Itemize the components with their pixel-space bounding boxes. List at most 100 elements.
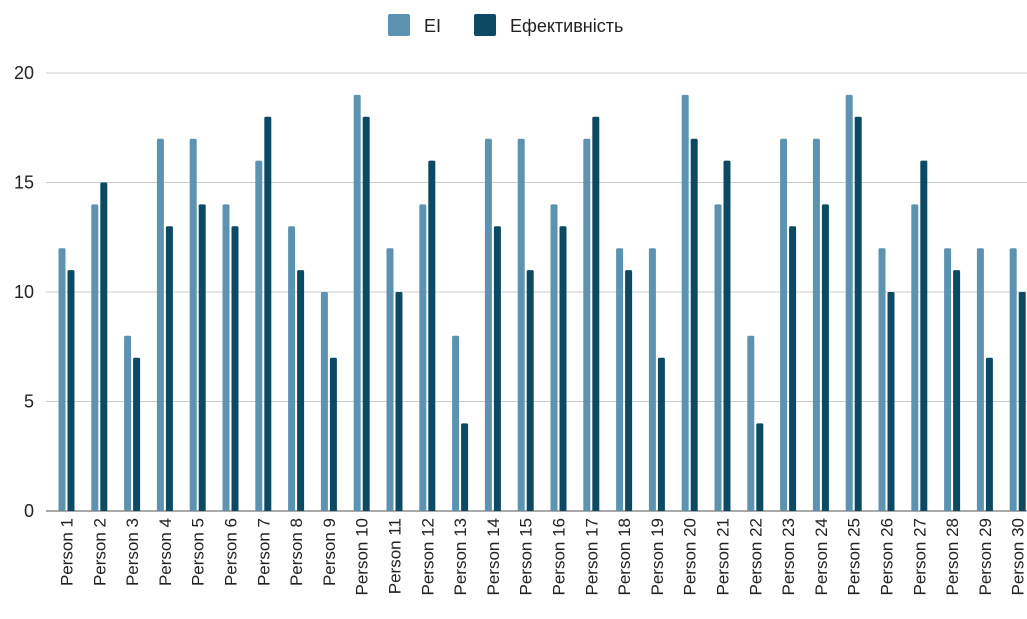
x-tick-label: Person 5 (189, 518, 208, 586)
x-axis-ticks: Person 1 Person 2 Person 3 Person 4 Person 5… (58, 518, 1027, 596)
bar-efektyvnist-25 (854, 116, 862, 512)
bar-efektyvnist-10 (362, 116, 370, 512)
legend-swatch (388, 14, 410, 36)
x-tick-label: Person 12 (418, 518, 437, 596)
x-tick-label: Person 17 (582, 518, 601, 596)
y-tick-label: 5 (24, 392, 34, 412)
bar-ei-2 (91, 204, 99, 511)
bar-ei-10 (353, 94, 361, 512)
bar-ei-17 (583, 138, 591, 511)
y-tick-label: 20 (14, 63, 34, 83)
bar-efektyvnist-3 (133, 357, 141, 511)
bar-efektyvnist-28 (953, 270, 961, 511)
x-tick-label: Person 7 (254, 518, 273, 586)
bar-efektyvnist-16 (559, 226, 567, 512)
legend-label: Ефективність (510, 16, 623, 36)
x-tick-label: Person 28 (943, 518, 962, 596)
x-tick-label: Person 24 (812, 518, 831, 596)
x-tick-label: Person 6 (222, 518, 241, 586)
bar-efektyvnist-23 (789, 226, 797, 512)
x-tick-label: Person 15 (517, 518, 536, 596)
bar-ei-24 (812, 138, 820, 511)
bar-ei-29 (976, 248, 984, 511)
bar-efektyvnist-22 (756, 423, 764, 511)
bar-efektyvnist-7 (264, 116, 272, 512)
x-tick-label: Person 25 (845, 518, 864, 596)
x-tick-label: Person 22 (746, 518, 765, 596)
x-tick-label: Person 10 (353, 518, 372, 596)
bar-efektyvnist-20 (690, 138, 698, 511)
bar-efektyvnist-30 (1018, 292, 1026, 511)
y-tick-label: 0 (24, 501, 34, 521)
bar-efektyvnist-26 (887, 292, 895, 511)
bar-ei-26 (878, 248, 886, 511)
y-tick-label: 15 (14, 173, 34, 193)
bar-ei-13 (452, 335, 460, 511)
bar-ei-27 (911, 204, 919, 511)
x-tick-label: Person 8 (287, 518, 306, 586)
x-tick-label: Person 16 (550, 518, 569, 596)
x-tick-label: Person 18 (615, 518, 634, 596)
bar-ei-6 (222, 204, 230, 511)
bar-ei-14 (484, 138, 492, 511)
bar-efektyvnist-11 (395, 292, 403, 511)
bar-ei-12 (419, 204, 427, 511)
x-tick-label: Person 3 (123, 518, 142, 586)
bar-efektyvnist-29 (985, 357, 993, 511)
bar-efektyvnist-12 (428, 160, 436, 511)
x-tick-label: Person 19 (648, 518, 667, 596)
bar-efektyvnist-18 (625, 270, 633, 511)
bar-efektyvnist-24 (821, 204, 829, 511)
x-tick-label: Person 11 (386, 518, 405, 594)
legend-item-1: Ефективність (474, 14, 623, 36)
x-tick-label: Person 27 (910, 518, 929, 596)
bar-ei-4 (156, 138, 164, 511)
x-tick-label: Person 23 (779, 518, 798, 596)
y-tick-label: 10 (14, 282, 34, 302)
bar-ei-3 (124, 335, 132, 511)
bar-ei-16 (550, 204, 558, 511)
bar-ei-11 (386, 248, 394, 511)
bar-efektyvnist-27 (920, 160, 928, 511)
bar-ei-8 (288, 226, 296, 512)
bar-efektyvnist-9 (329, 357, 337, 511)
bar-ei-23 (780, 138, 788, 511)
bar-efektyvnist-13 (461, 423, 469, 511)
x-tick-label: Person 13 (451, 518, 470, 596)
bar-ei-7 (255, 160, 263, 511)
x-tick-label: Person 30 (1009, 518, 1027, 596)
bar-efektyvnist-8 (297, 270, 305, 511)
bar-efektyvnist-15 (526, 270, 534, 511)
bar-ei-22 (747, 335, 755, 511)
series-0 (58, 94, 1017, 512)
x-tick-label: Person 21 (714, 518, 733, 596)
bar-ei-28 (944, 248, 952, 511)
bar-efektyvnist-14 (493, 226, 501, 512)
x-tick-label: Person 1 (58, 518, 77, 586)
bar-ei-30 (1009, 248, 1017, 511)
x-tick-label: Person 29 (976, 518, 995, 596)
bar-ei-1 (58, 248, 66, 511)
bars (58, 94, 1026, 512)
legend-swatch (474, 14, 496, 36)
x-tick-label: Person 14 (484, 518, 503, 596)
bar-efektyvnist-6 (231, 226, 239, 512)
legend-item-0: EI (388, 14, 441, 36)
bar-ei-9 (320, 292, 328, 511)
x-tick-label: Person 2 (90, 518, 109, 586)
gridlines (46, 72, 1027, 512)
bar-efektyvnist-1 (67, 270, 75, 511)
bar-efektyvnist-17 (592, 116, 600, 512)
series-1 (67, 116, 1026, 512)
bar-ei-20 (681, 94, 689, 512)
bar-efektyvnist-5 (198, 204, 206, 511)
bar-efektyvnist-4 (165, 226, 173, 512)
bar-ei-5 (189, 138, 197, 511)
x-tick-label: Person 26 (878, 518, 897, 596)
legend-label: EI (424, 16, 441, 36)
bar-efektyvnist-19 (657, 357, 665, 511)
y-axis-ticks: 0 5 10 15 20 (14, 63, 34, 521)
bar-ei-15 (517, 138, 525, 511)
bar-efektyvnist-2 (100, 182, 108, 511)
legend: EI Ефективність (388, 14, 623, 36)
